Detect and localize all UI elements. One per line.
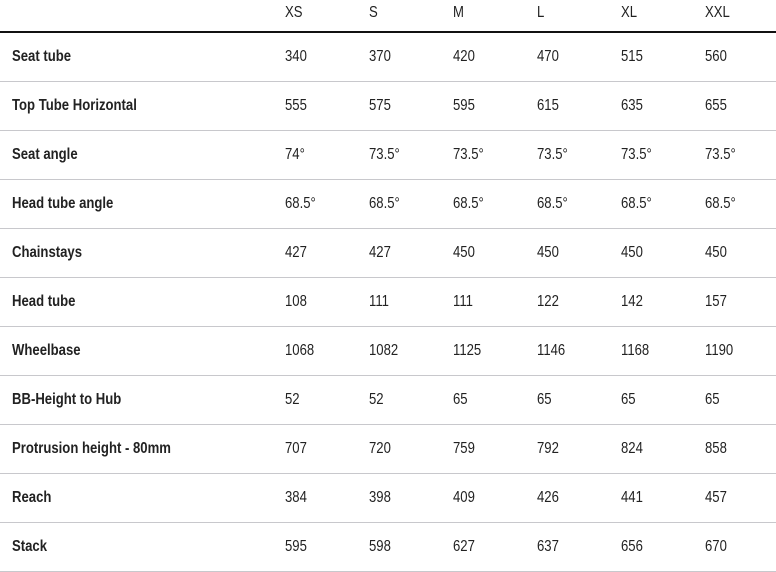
table-cell: 1190 [705, 342, 734, 359]
table-cell: 457 [705, 489, 727, 506]
table-cell: 1168 [621, 342, 650, 359]
table-cell: 1125 [453, 342, 482, 359]
table-cell: 52 [369, 391, 384, 408]
table-cell: 68.5° [705, 195, 736, 212]
table-cell: 142 [621, 293, 643, 310]
table-cell: 68.5° [285, 195, 316, 212]
table-cell: 627 [453, 538, 475, 555]
table-cell: 450 [453, 244, 475, 261]
size-header: L [537, 4, 545, 21]
table-cell: 598 [369, 538, 391, 555]
row-label: Chainstays [12, 244, 83, 261]
table-cell: 759 [453, 440, 475, 457]
table-row: Head tube 108 111 111 122 142 157 [0, 278, 776, 327]
table-row: Seat tube 340 370 420 470 515 560 [0, 33, 776, 82]
table-cell: 108 [285, 293, 307, 310]
table-row: Head tube angle 68.5° 68.5° 68.5° 68.5° 68.5°… [0, 180, 776, 229]
table-cell: 655 [705, 97, 727, 114]
table-cell: 157 [705, 293, 727, 310]
row-label: Seat angle [12, 146, 78, 163]
table-cell: 68.5° [537, 195, 568, 212]
table-cell: 427 [285, 244, 307, 261]
table-cell: 340 [285, 48, 307, 65]
table-row: Top Tube Horizontal 555 575 595 615 635 655 [0, 82, 776, 131]
table-cell: 470 [537, 48, 559, 65]
table-cell: 65 [621, 391, 636, 408]
table-cell: 670 [705, 538, 727, 555]
table-header: XS S M L XL XXL [0, 0, 776, 33]
table-cell: 450 [705, 244, 727, 261]
table-cell: 515 [621, 48, 643, 65]
table-row: Reach 384 398 409 426 441 457 [0, 474, 776, 523]
table-cell: 52 [285, 391, 300, 408]
table-cell: 73.5° [369, 146, 400, 163]
row-label: Head tube [12, 293, 76, 310]
size-header: S [369, 4, 378, 21]
table-cell: 555 [285, 97, 307, 114]
table-cell: 575 [369, 97, 391, 114]
table-row: BB-Height to Hub 52 52 65 65 65 65 [0, 376, 776, 425]
table-cell: 68.5° [369, 195, 400, 212]
row-label: Reach [12, 489, 52, 506]
table-cell: 420 [453, 48, 475, 65]
table-row: Seat angle 74° 73.5° 73.5° 73.5° 73.5° 73.5° [0, 131, 776, 180]
table-body: Seat tube 340 370 420 470 515 560 Top Tube Hori… [0, 33, 776, 572]
table-cell: 595 [285, 538, 307, 555]
table-cell: 595 [453, 97, 475, 114]
row-label: Protrusion height - 80mm [12, 440, 171, 457]
table-cell: 824 [621, 440, 643, 457]
table-cell: 73.5° [705, 146, 736, 163]
table-cell: 65 [537, 391, 552, 408]
table-cell: 858 [705, 440, 727, 457]
table-cell: 637 [537, 538, 559, 555]
row-label: Head tube angle [12, 195, 114, 212]
table-cell: 707 [285, 440, 307, 457]
row-label: Top Tube Horizontal [12, 97, 137, 114]
table-cell: 111 [453, 293, 473, 310]
size-header: XXL [705, 4, 730, 21]
table-cell: 441 [621, 489, 643, 506]
table-cell: 65 [705, 391, 720, 408]
table-cell: 635 [621, 97, 643, 114]
table-cell: 398 [369, 489, 391, 506]
table-cell: 792 [537, 440, 559, 457]
table-cell: 656 [621, 538, 643, 555]
table-cell: 68.5° [453, 195, 484, 212]
table-cell: 68.5° [621, 195, 652, 212]
table-cell: 560 [705, 48, 727, 65]
table-row: Stack 595 598 627 637 656 670 [0, 523, 776, 572]
row-label: Wheelbase [12, 342, 81, 359]
table-cell: 370 [369, 48, 391, 65]
size-header: XL [621, 4, 638, 21]
table-cell: 720 [369, 440, 391, 457]
table-cell: 450 [621, 244, 643, 261]
table-cell: 73.5° [537, 146, 568, 163]
table-cell: 384 [285, 489, 307, 506]
table-cell: 73.5° [621, 146, 652, 163]
size-header: XS [285, 4, 303, 21]
table-cell: 122 [537, 293, 559, 310]
table-row: Chainstays 427 427 450 450 450 450 [0, 229, 776, 278]
table-cell: 409 [453, 489, 475, 506]
table-cell: 65 [453, 391, 468, 408]
row-label: BB-Height to Hub [12, 391, 122, 408]
table-cell: 426 [537, 489, 559, 506]
table-cell: 427 [369, 244, 391, 261]
table-cell: 74° [285, 146, 305, 163]
table-row: Wheelbase 1068 1082 1125 1146 1168 1190 [0, 327, 776, 376]
table-cell: 73.5° [453, 146, 484, 163]
table-cell: 1068 [285, 342, 315, 359]
table-cell: 1082 [369, 342, 399, 359]
table-cell: 615 [537, 97, 559, 114]
table-cell: 450 [537, 244, 559, 261]
size-header: M [453, 4, 464, 21]
row-label: Seat tube [12, 48, 72, 65]
table-cell: 111 [369, 293, 389, 310]
table-cell: 1146 [537, 342, 566, 359]
table-row: Protrusion height - 80mm 707 720 759 792 824 8… [0, 425, 776, 474]
row-label: Stack [12, 538, 48, 555]
